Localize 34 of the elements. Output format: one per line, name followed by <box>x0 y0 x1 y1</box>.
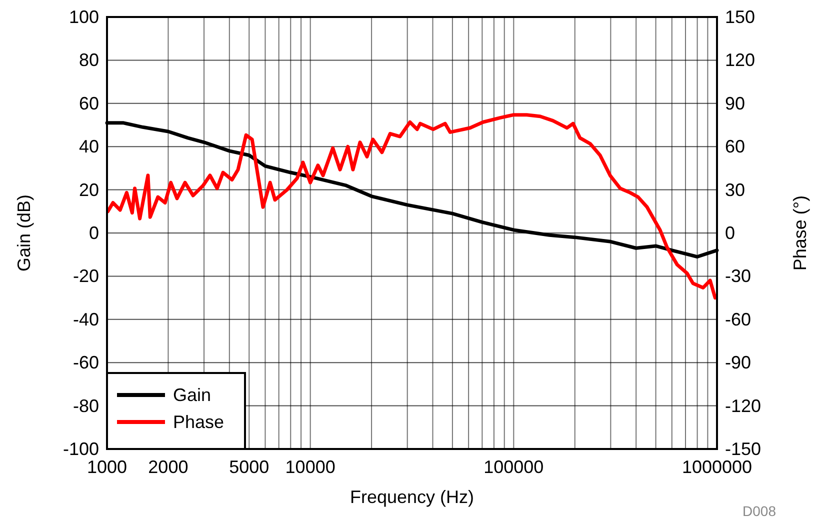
y-tick-label: -20 <box>72 266 99 286</box>
y2-axis-title: Phase (°) <box>790 195 810 271</box>
y-tick-label: 0 <box>88 223 99 243</box>
x-tick-label: 5000 <box>229 457 270 477</box>
y2-tick-label: 30 <box>725 180 746 200</box>
y-tick-label: 20 <box>78 180 99 200</box>
y2-tick-label: 60 <box>725 136 746 157</box>
y2-tick-label: -150 <box>725 439 762 459</box>
y2-tick-label: 150 <box>725 7 756 27</box>
y2-tick-label: -90 <box>725 352 752 373</box>
x-tick-label: 10000 <box>285 457 336 477</box>
y2-tick-label: -60 <box>725 309 752 330</box>
y-tick-label: -100 <box>62 439 99 459</box>
y-tick-label: 60 <box>78 93 99 114</box>
y2-tick-label: 90 <box>725 93 746 114</box>
legend-label: Phase <box>173 412 224 432</box>
x-tick-label: 100000 <box>484 457 544 477</box>
y-tick-label: -40 <box>72 309 99 330</box>
y-tick-label: -80 <box>72 396 99 416</box>
y2-tick-label: -30 <box>725 266 752 286</box>
y-tick-label: -60 <box>72 352 99 373</box>
y2-tick-label: 120 <box>725 50 756 70</box>
text: D008 <box>742 503 776 519</box>
y-tick-label: 100 <box>68 7 99 27</box>
x-tick-label: 1000000 <box>682 457 752 477</box>
x-tick-label: 1000 <box>86 457 128 477</box>
y-tick-label: 80 <box>78 50 99 70</box>
x-axis-title: Frequency (Hz) <box>350 487 474 507</box>
y-tick-label: 40 <box>78 136 99 157</box>
x-tick-label: 2000 <box>148 457 188 477</box>
y2-tick-label: 0 <box>725 223 736 243</box>
y2-tick-label: -120 <box>725 396 762 416</box>
legend-label: Gain <box>173 385 212 405</box>
y-axis-title: Gain (dB) <box>14 194 34 272</box>
